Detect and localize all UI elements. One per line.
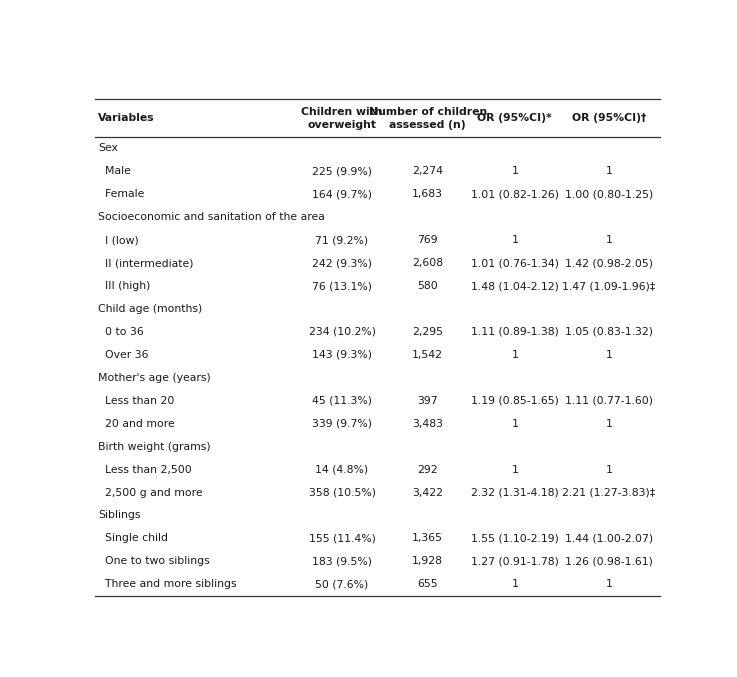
- Text: 397: 397: [417, 396, 438, 406]
- Text: 2,500 g and more: 2,500 g and more: [99, 487, 203, 498]
- Text: II (intermediate): II (intermediate): [99, 258, 194, 268]
- Text: 1: 1: [606, 350, 612, 360]
- Text: 3,483: 3,483: [412, 419, 443, 429]
- Text: 225 (9.9%): 225 (9.9%): [312, 167, 372, 177]
- Text: 0 to 36: 0 to 36: [99, 327, 144, 337]
- Text: Birth weight (grams): Birth weight (grams): [99, 441, 211, 452]
- Text: 1.19 (0.85-1.65): 1.19 (0.85-1.65): [471, 396, 559, 406]
- Text: 1: 1: [511, 350, 518, 360]
- Text: 1.11 (0.89-1.38): 1.11 (0.89-1.38): [471, 327, 559, 337]
- Text: OR (95%CI)†: OR (95%CI)†: [572, 113, 646, 123]
- Text: Siblings: Siblings: [99, 510, 141, 521]
- Text: 1: 1: [511, 580, 518, 589]
- Text: 3,422: 3,422: [412, 487, 443, 498]
- Text: 1,365: 1,365: [412, 533, 443, 544]
- Text: 1.47 (1.09-1.96)‡: 1.47 (1.09-1.96)‡: [562, 281, 656, 291]
- Text: 234 (10.2%): 234 (10.2%): [309, 327, 376, 337]
- Text: 339 (9.7%): 339 (9.7%): [312, 419, 372, 429]
- Text: 1,542: 1,542: [412, 350, 443, 360]
- Text: 1.48 (1.04-2.12): 1.48 (1.04-2.12): [471, 281, 559, 291]
- Text: 14 (4.8%): 14 (4.8%): [315, 464, 368, 475]
- Text: 183 (9.5%): 183 (9.5%): [312, 556, 372, 567]
- Text: Mother's age (years): Mother's age (years): [99, 373, 212, 383]
- Text: 1: 1: [511, 419, 518, 429]
- Text: Single child: Single child: [99, 533, 169, 544]
- Text: Children with
overweight: Children with overweight: [301, 107, 383, 130]
- Text: Sex: Sex: [99, 144, 118, 154]
- Text: Socioeconomic and sanitation of the area: Socioeconomic and sanitation of the area: [99, 213, 325, 222]
- Text: 2,274: 2,274: [412, 167, 443, 177]
- Text: Less than 20: Less than 20: [99, 396, 175, 406]
- Text: 1.27 (0.91-1.78): 1.27 (0.91-1.78): [471, 556, 559, 567]
- Text: 155 (11.4%): 155 (11.4%): [309, 533, 375, 544]
- Text: 358 (10.5%): 358 (10.5%): [309, 487, 376, 498]
- Text: Over 36: Over 36: [99, 350, 149, 360]
- Text: Child age (months): Child age (months): [99, 304, 203, 314]
- Text: 292: 292: [417, 464, 438, 475]
- Text: 580: 580: [417, 281, 438, 291]
- Text: One to two siblings: One to two siblings: [99, 556, 210, 567]
- Text: 1: 1: [606, 580, 612, 589]
- Text: 1: 1: [606, 235, 612, 245]
- Text: 143 (9.3%): 143 (9.3%): [312, 350, 372, 360]
- Text: 242 (9.3%): 242 (9.3%): [312, 258, 372, 268]
- Text: 164 (9.7%): 164 (9.7%): [312, 190, 372, 199]
- Text: Female: Female: [99, 190, 144, 199]
- Text: Three and more siblings: Three and more siblings: [99, 580, 237, 589]
- Text: Less than 2,500: Less than 2,500: [99, 464, 192, 475]
- Text: 1,683: 1,683: [412, 190, 443, 199]
- Text: Variables: Variables: [99, 113, 155, 123]
- Text: 1: 1: [511, 235, 518, 245]
- Text: Number of children
assessed (n): Number of children assessed (n): [368, 107, 487, 130]
- Text: 71 (9.2%): 71 (9.2%): [315, 235, 368, 245]
- Text: 1.01 (0.76-1.34): 1.01 (0.76-1.34): [471, 258, 559, 268]
- Text: I (low): I (low): [99, 235, 139, 245]
- Text: 1.11 (0.77-1.60): 1.11 (0.77-1.60): [565, 396, 653, 406]
- Text: 1: 1: [606, 167, 612, 177]
- Text: 1.55 (1.10-2.19): 1.55 (1.10-2.19): [471, 533, 559, 544]
- Text: 50 (7.6%): 50 (7.6%): [315, 580, 368, 589]
- Text: 2,295: 2,295: [412, 327, 443, 337]
- Text: 1: 1: [511, 167, 518, 177]
- Text: 1.05 (0.83-1.32): 1.05 (0.83-1.32): [565, 327, 653, 337]
- Text: 1,928: 1,928: [412, 556, 443, 567]
- Text: 1.44 (1.00-2.07): 1.44 (1.00-2.07): [565, 533, 653, 544]
- Text: 2,608: 2,608: [412, 258, 443, 268]
- Text: 1.26 (0.98-1.61): 1.26 (0.98-1.61): [565, 556, 653, 567]
- Text: 655: 655: [417, 580, 438, 589]
- Text: 1.42 (0.98-2.05): 1.42 (0.98-2.05): [565, 258, 653, 268]
- Text: III (high): III (high): [99, 281, 151, 291]
- Text: 769: 769: [417, 235, 438, 245]
- Text: 45 (11.3%): 45 (11.3%): [312, 396, 372, 406]
- Text: OR (95%CI)*: OR (95%CI)*: [478, 113, 552, 123]
- Text: 76 (13.1%): 76 (13.1%): [312, 281, 372, 291]
- Text: 1.01 (0.82-1.26): 1.01 (0.82-1.26): [471, 190, 559, 199]
- Text: 1.00 (0.80-1.25): 1.00 (0.80-1.25): [565, 190, 653, 199]
- Text: 1: 1: [511, 464, 518, 475]
- Text: Male: Male: [99, 167, 131, 177]
- Text: 1: 1: [606, 464, 612, 475]
- Text: 1: 1: [606, 419, 612, 429]
- Text: 2.32 (1.31-4.18): 2.32 (1.31-4.18): [471, 487, 559, 498]
- Text: 2.21 (1.27-3.83)‡: 2.21 (1.27-3.83)‡: [562, 487, 656, 498]
- Text: 20 and more: 20 and more: [99, 419, 175, 429]
